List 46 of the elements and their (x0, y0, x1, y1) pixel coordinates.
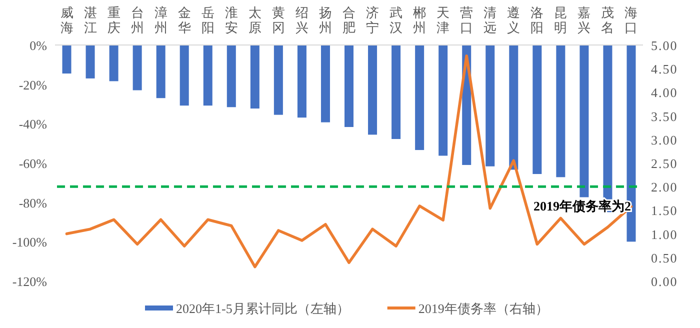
line-series (65, 54, 633, 268)
x-tick-label: 昆明 (554, 5, 568, 35)
y2-tick-label: 2.50 (651, 156, 678, 171)
y2-tick-label: 0.00 (651, 274, 678, 289)
y2-tick-label: 4.00 (651, 85, 678, 100)
x-tick-label: 郴州 (413, 5, 426, 35)
y-tick-label: -100% (12, 234, 48, 250)
x-tick-label: 岳阳 (201, 5, 214, 35)
x-tick-label: 清远 (484, 5, 497, 35)
x-tick-label: 淮安 (224, 5, 238, 35)
x-tick-label: 遵义 (507, 5, 520, 35)
x-tick-label: 台州 (130, 5, 144, 35)
x-tick-label: 天津 (436, 5, 450, 35)
legend-label: 2019年债务率（右轴） (418, 301, 548, 316)
y-tick-label: -40% (18, 116, 48, 132)
x-tick-label: 漳州 (154, 5, 168, 35)
y-tick-label: -120% (12, 274, 48, 289)
x-tick-label: 济宁 (366, 5, 380, 35)
x-tick-label: 黄冈 (272, 5, 285, 35)
y-tick-label: -80% (18, 195, 48, 210)
y-tick-label: -20% (18, 77, 48, 92)
legend-label: 2020年1-5月累计同比（左轴） (176, 301, 350, 316)
y2-tick-label: 1.50 (651, 203, 678, 218)
y2-tick-label: 3.50 (651, 108, 678, 124)
x-tick-label: 嘉兴 (578, 5, 591, 35)
x-tick-label: 洛阳 (530, 5, 544, 35)
y-tick-label: 0% (30, 38, 48, 53)
x-tick-label: 营口 (460, 5, 474, 35)
y2-tick-label: 0.50 (651, 250, 678, 266)
x-tick-label: 武汉 (390, 5, 403, 35)
x-tick-label: 绍兴 (295, 5, 308, 35)
x-tick-label: 重庆 (107, 5, 120, 35)
y2-tick-label: 5.00 (651, 38, 678, 53)
x-tick-label: 威海 (60, 5, 74, 35)
x-tick-label: 合肥 (342, 5, 356, 35)
x-tick-label: 湛江 (84, 5, 97, 35)
x-tick-label: 金华 (178, 5, 191, 35)
y2-tick-label: 1.00 (651, 226, 678, 242)
x-tick-label: 扬州 (318, 5, 332, 35)
y2-tick-label: 2.00 (651, 180, 678, 195)
x-tick-label: 海口 (624, 5, 638, 35)
y2-tick-label: 4.50 (651, 62, 678, 77)
x-tick-label: 太原 (248, 5, 262, 35)
x-tick-label: 茂名 (601, 5, 614, 35)
y-tick-label: -60% (18, 156, 48, 171)
y2-tick-label: 3.00 (651, 132, 678, 148)
